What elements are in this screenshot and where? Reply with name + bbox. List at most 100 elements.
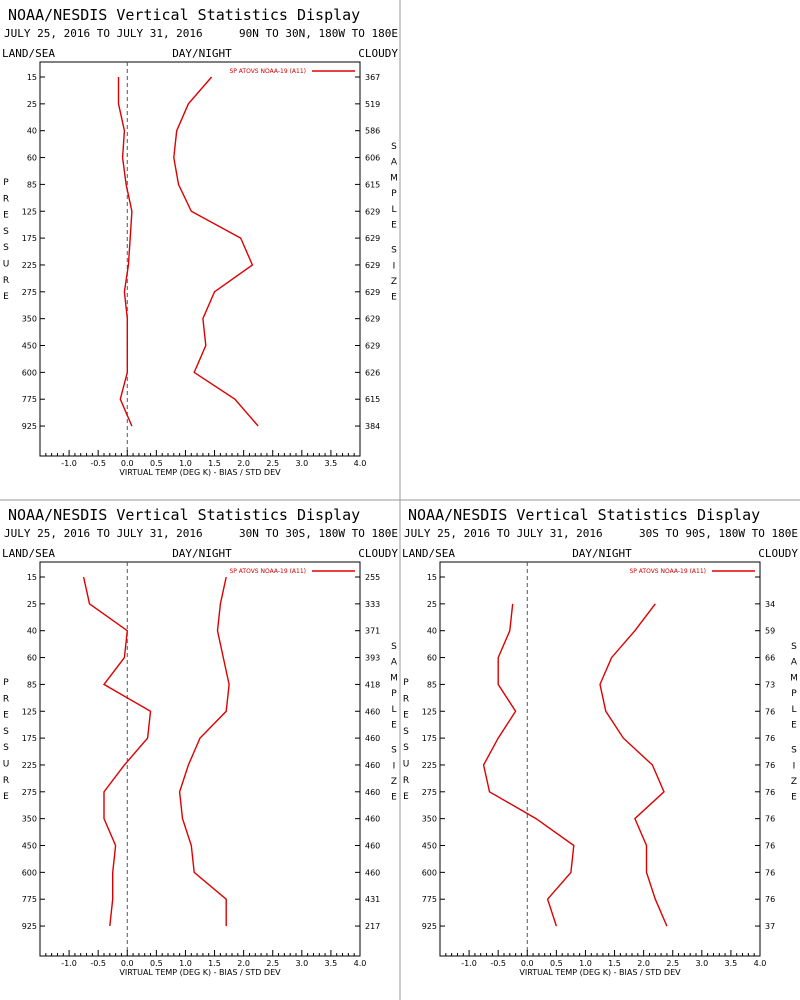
sample-size-label: 384 <box>365 422 380 431</box>
pressure-level-label: 60 <box>27 154 37 163</box>
sample-size-label: 367 <box>365 73 380 82</box>
y2-axis-label-letter: P <box>791 689 797 699</box>
y-axis-label-letter: E <box>3 292 9 302</box>
y-axis-label-letter: S <box>3 227 9 237</box>
pressure-level-label: 275 <box>22 288 37 297</box>
y2-axis-label-letter: I <box>393 261 396 271</box>
y2-axis-label-letter: M <box>390 173 398 183</box>
land-sea-label: LAND/SEA <box>2 47 55 60</box>
x-tick-label: 4.0 <box>754 959 767 968</box>
y2-axis-label-letter: S <box>391 746 397 756</box>
sample-size-label: 615 <box>365 180 380 189</box>
date-range: JULY 25, 2016 TO JULY 31, 2016 <box>4 527 203 540</box>
sample-size-label: 629 <box>365 261 380 270</box>
pressure-level-label: 450 <box>422 842 437 851</box>
sample-size-label: 73 <box>765 680 775 689</box>
y2-axis-label-letter: E <box>391 221 397 231</box>
x-tick-label: 0.0 <box>121 959 134 968</box>
legend-label: SP ATOVS NOAA-19 (A11) <box>229 68 306 75</box>
x-tick-label: 0.0 <box>121 459 134 468</box>
y2-axis-label-letter: I <box>393 761 396 771</box>
chart-panel-3: NOAA/NESDIS Vertical Statistics Display J… <box>402 506 798 977</box>
y-axis-label-letter: E <box>3 211 9 221</box>
y2-axis-label-letter: M <box>390 673 398 683</box>
x-tick-label: 1.0 <box>179 959 192 968</box>
x-tick-label: 1.5 <box>208 959 221 968</box>
sample-size-label: 76 <box>765 761 775 770</box>
x-tick-label: 3.0 <box>295 959 308 968</box>
sample-size-label: 629 <box>365 315 380 324</box>
x-tick-label: 2.5 <box>666 959 679 968</box>
x-tick-label: -0.5 <box>90 459 106 468</box>
x-tick-label: 3.0 <box>695 959 708 968</box>
sample-size-label: 460 <box>365 788 380 797</box>
pressure-level-label: 85 <box>27 680 37 689</box>
series-line-std_dev <box>173 76 259 427</box>
series-line-std_dev <box>178 576 230 927</box>
x-tick-label: 0.0 <box>521 959 534 968</box>
sample-size-label: 333 <box>365 600 380 609</box>
y2-axis-label-letter: A <box>391 658 398 668</box>
pressure-level-label: 175 <box>22 234 37 243</box>
sample-size-label: 431 <box>365 895 380 904</box>
y2-axis-label-letter: Z <box>391 277 397 287</box>
y-axis-label-letter: R <box>403 694 409 704</box>
pressure-level-label: 125 <box>22 207 37 216</box>
x-tick-label: -1.0 <box>61 959 77 968</box>
x-tick-label: 0.5 <box>150 959 163 968</box>
x-tick-label: -1.0 <box>461 959 477 968</box>
pressure-level-label: 775 <box>22 395 37 404</box>
y-axis-label-letter: S <box>403 727 409 737</box>
pressure-level-label: 350 <box>22 315 37 324</box>
x-tick-label: 1.5 <box>208 459 221 468</box>
sample-size-label: 629 <box>365 288 380 297</box>
x-tick-label: 2.0 <box>237 459 250 468</box>
x-axis-label: VIRTUAL TEMP (DEG K) - BIAS / STD DEV <box>119 468 281 477</box>
y-axis-label-letter: S <box>3 743 9 753</box>
sample-size-label: 519 <box>365 100 380 109</box>
x-axis-label: VIRTUAL TEMP (DEG K) - BIAS / STD DEV <box>519 968 681 977</box>
sample-size-label: 76 <box>765 734 775 743</box>
x-tick-label: -0.5 <box>90 959 106 968</box>
pressure-level-label: 225 <box>422 761 437 770</box>
sample-size-label: 66 <box>765 654 775 663</box>
y-axis-label-letter: R <box>3 194 9 204</box>
y-axis-label-letter: P <box>403 678 409 688</box>
pressure-level-label: 175 <box>22 734 37 743</box>
y2-axis-label-letter: S <box>791 642 797 652</box>
sample-size-label: 460 <box>365 707 380 716</box>
sample-size-label: 371 <box>365 627 380 636</box>
chart-title: NOAA/NESDIS Vertical Statistics Display <box>8 6 360 24</box>
pressure-level-label: 600 <box>22 868 37 877</box>
y2-axis-label-letter: P <box>391 189 397 199</box>
cloudy-label: CLOUDY <box>358 547 398 560</box>
sample-size-label: 460 <box>365 868 380 877</box>
sample-size-label: 629 <box>365 342 380 351</box>
y2-axis-label-letter: L <box>391 205 396 215</box>
region-label: 90N TO 30N, 180W TO 180E <box>239 27 398 40</box>
y2-axis-label-letter: E <box>791 793 797 803</box>
pressure-level-label: 40 <box>27 627 37 636</box>
chart-panel-1: NOAA/NESDIS Vertical Statistics Display J… <box>2 6 398 477</box>
y-axis-label-letter: P <box>3 178 9 188</box>
pressure-level-label: 15 <box>27 573 37 582</box>
pressure-level-label: 85 <box>427 680 437 689</box>
sample-size-label: 615 <box>365 395 380 404</box>
series-line-bias <box>482 603 575 927</box>
sample-size-label: 59 <box>765 627 775 636</box>
y-axis-label-letter: R <box>3 276 9 286</box>
sample-size-label: 76 <box>765 788 775 797</box>
land-sea-label: LAND/SEA <box>402 547 455 560</box>
chart-title: NOAA/NESDIS Vertical Statistics Display <box>408 506 760 524</box>
x-tick-label: -0.5 <box>490 959 506 968</box>
pressure-level-label: 25 <box>427 600 437 609</box>
sample-size-label: 629 <box>365 234 380 243</box>
series-line-bias <box>117 77 133 427</box>
pressure-level-label: 350 <box>22 815 37 824</box>
pressure-level-label: 350 <box>422 815 437 824</box>
pressure-level-label: 60 <box>427 654 437 663</box>
y2-axis-label-letter: P <box>391 689 397 699</box>
sample-size-label: 255 <box>365 573 380 582</box>
y2-axis-label-letter: S <box>391 142 397 152</box>
